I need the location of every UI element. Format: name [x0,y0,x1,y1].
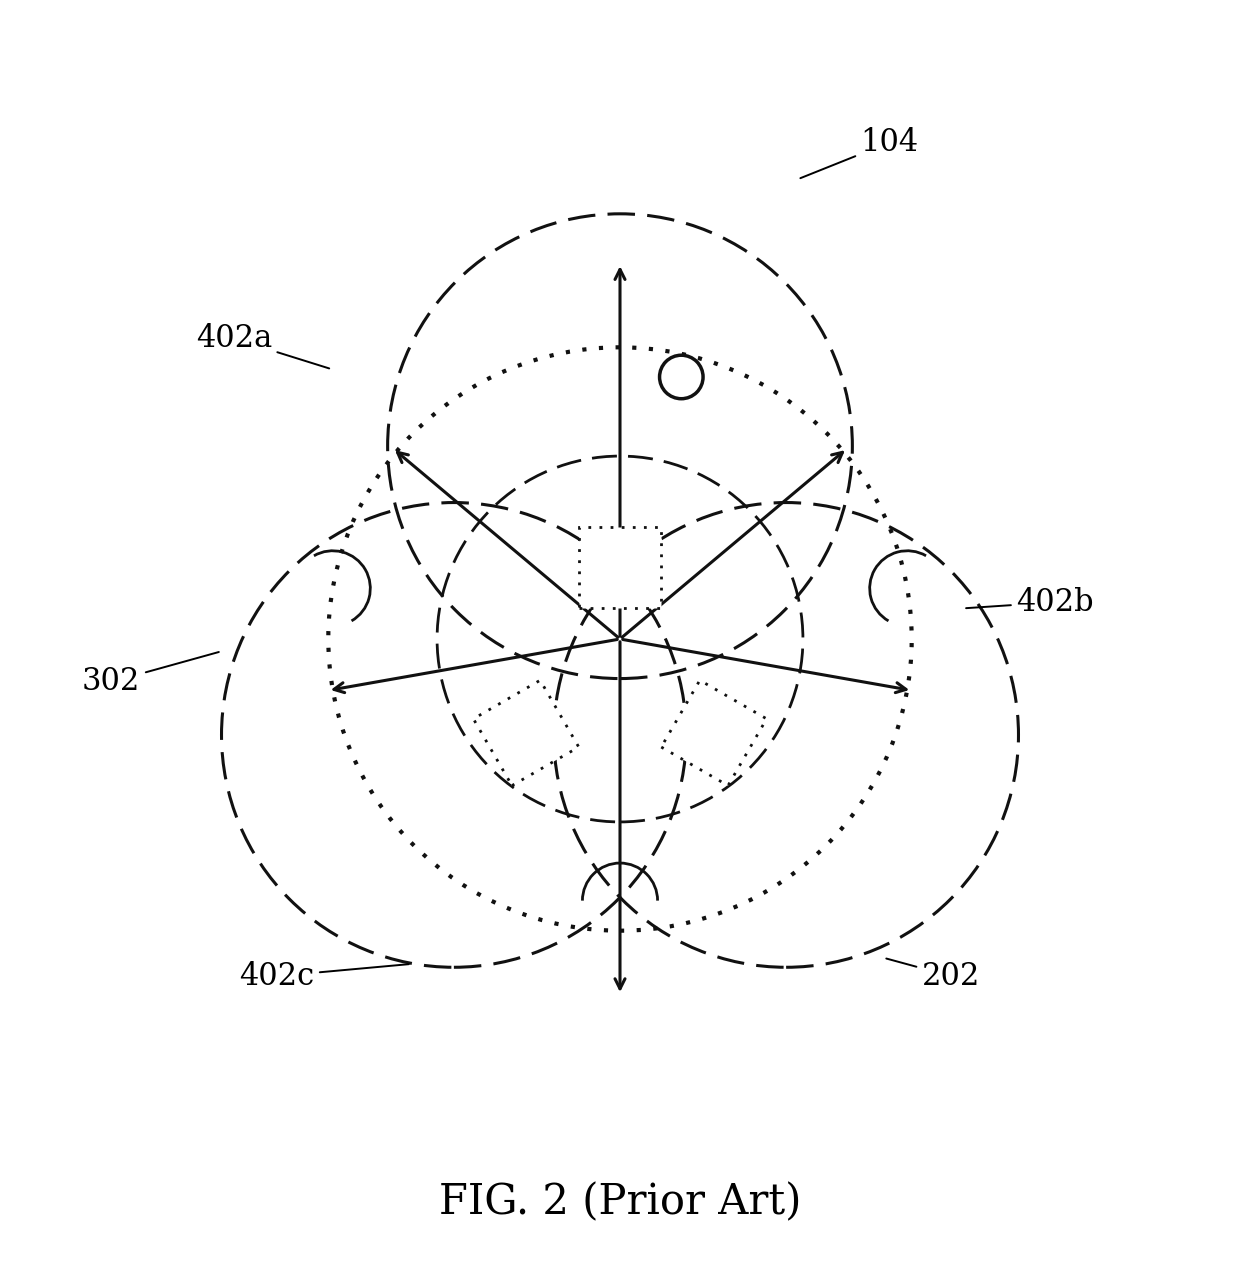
Bar [579,528,661,608]
Text: 202: 202 [887,958,981,992]
Text: 302: 302 [82,652,218,698]
Text: 402a: 402a [196,323,329,368]
Polygon shape [474,680,579,786]
Text: 104: 104 [800,127,919,178]
Text: 402b: 402b [966,587,1094,617]
Polygon shape [661,680,766,786]
Text: 402c: 402c [239,961,409,992]
Text: FIG. 2 (Prior Art): FIG. 2 (Prior Art) [439,1182,801,1223]
